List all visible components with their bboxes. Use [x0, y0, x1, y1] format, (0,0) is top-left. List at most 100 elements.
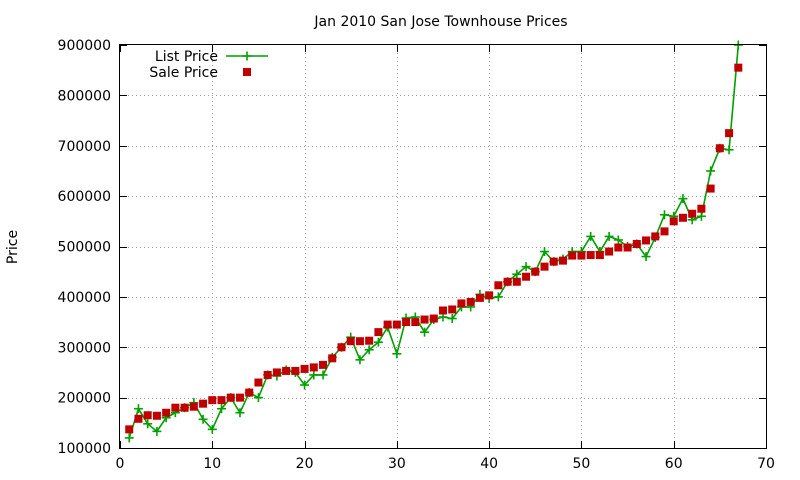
y-tick-label: 300000: [58, 340, 111, 356]
sale-price-point: [577, 251, 586, 260]
sale-price-point: [180, 403, 189, 412]
sale-price-point: [439, 306, 447, 315]
sale-price-point: [208, 396, 217, 405]
legend-marker-sale-price: [243, 68, 251, 76]
chart-title: Jan 2010 San Jose Townhouse Prices: [313, 14, 567, 30]
sale-price-point: [199, 399, 208, 408]
x-tick-label: 50: [573, 456, 591, 472]
sale-price-point: [448, 305, 457, 314]
y-axis-label: Price: [5, 230, 21, 264]
list-price-point: [659, 210, 669, 220]
sale-price-point: [651, 232, 660, 241]
sale-price-point: [346, 337, 355, 346]
sale-price-point: [540, 262, 549, 271]
list-price-point: [207, 424, 217, 434]
sale-price-point: [503, 277, 512, 286]
list-price-point: [235, 408, 245, 418]
axis-ticks: 0 10 20 30 40 50 60 70 100000 200000 300000 400000 5…: [58, 38, 775, 472]
y-tick-label: 700000: [58, 139, 111, 155]
list-price-point: [309, 370, 319, 380]
list-price-point: [696, 211, 706, 221]
grid: [120, 45, 766, 448]
list-price-point: [355, 355, 365, 365]
sale-price-point: [595, 251, 604, 260]
list-price-point: [447, 314, 457, 324]
legend-label-list-price: List Price: [155, 49, 218, 65]
x-tick-label: 30: [388, 456, 406, 472]
sale-price-point: [134, 414, 143, 423]
sale-price-point: [688, 209, 697, 218]
series-layer: [124, 40, 743, 443]
x-tick-label: 20: [296, 456, 314, 472]
sale-price-point: [328, 354, 337, 363]
plot-border: [119, 44, 767, 449]
list-price-point: [217, 404, 227, 414]
y-tick-label: 500000: [58, 240, 111, 256]
sale-price-point: [235, 393, 244, 402]
sale-price-point: [337, 343, 346, 352]
y-tick-label: 200000: [58, 391, 111, 407]
list-price-point: [512, 269, 522, 279]
sale-price-point: [162, 408, 171, 417]
sale-price-point: [272, 368, 281, 377]
x-tick-label: 70: [757, 456, 775, 472]
sale-price-point: [669, 217, 678, 226]
sale-price-point: [402, 318, 411, 327]
sale-price-point: [282, 366, 291, 375]
sale-price-point: [466, 297, 475, 306]
list-price-point: [253, 393, 263, 403]
sale-price-point: [300, 364, 309, 373]
list-price-point: [586, 231, 596, 241]
sale-price-point: [642, 236, 651, 245]
list-price-point: [420, 327, 430, 337]
y-tick-label: 800000: [58, 88, 111, 104]
sale-price-point: [189, 402, 198, 411]
x-tick-label: 0: [116, 456, 125, 472]
sale-price-point: [549, 257, 558, 266]
x-tick-label: 40: [480, 456, 498, 472]
sale-price-point: [522, 272, 531, 281]
sale-price-point: [586, 251, 595, 260]
legend-label-sale-price: Sale Price: [149, 65, 218, 81]
sale-price-point: [457, 299, 466, 308]
sale-price-point: [217, 396, 226, 405]
sale-price-point: [475, 293, 484, 302]
list-price-point: [724, 145, 734, 155]
sale-price-point: [632, 239, 641, 248]
sale-price-point: [355, 337, 364, 346]
sale-price-point: [411, 318, 420, 327]
list-price-point: [678, 194, 688, 204]
list-price-point: [706, 166, 716, 176]
sale-price-point: [226, 393, 235, 402]
legend-swatch-sale-price: [243, 68, 251, 76]
sale-price-point: [429, 314, 438, 323]
sale-price-point: [263, 370, 272, 379]
list-price-point: [143, 419, 153, 429]
sale-price-point: [383, 320, 392, 329]
sale-price-point: [125, 425, 134, 434]
sale-price-point: [660, 227, 669, 236]
sale-price-point: [494, 281, 503, 290]
sale-price-point: [725, 129, 734, 138]
sale-price-point: [319, 360, 328, 369]
sale-price-point: [171, 403, 180, 412]
sale-price-point: [485, 291, 494, 300]
y-tick-label: 900000: [58, 38, 111, 54]
sale-price-point: [392, 320, 401, 329]
sale-price-point: [623, 243, 632, 252]
legend: List Price Sale Price: [149, 49, 268, 81]
list-price-point: [641, 252, 651, 262]
list-price-point: [318, 370, 328, 380]
sale-price-point: [512, 277, 521, 286]
list-price-point: [364, 345, 374, 355]
legend-swatch-list-price: [226, 51, 268, 61]
sale-price-point: [143, 411, 152, 420]
sale-price-point: [420, 315, 429, 324]
list-price-point: [392, 349, 402, 359]
list-price-point: [604, 231, 614, 241]
sale-price-point: [245, 388, 254, 397]
sale-price-point: [697, 204, 706, 213]
y-tick-label: 100000: [58, 441, 111, 457]
list-price-point: [198, 414, 208, 424]
